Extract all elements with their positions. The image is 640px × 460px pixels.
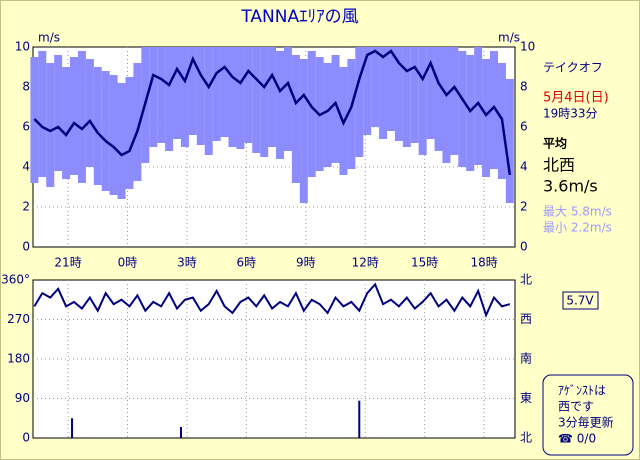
- x-tick-label: 0時: [118, 256, 138, 270]
- direction-line: [33, 282, 511, 318]
- notice: ｱｹﾞﾝｽﾄは: [558, 384, 606, 398]
- notice: 3分毎更新: [558, 415, 614, 430]
- x-tick-label: 21時: [54, 256, 81, 270]
- date: 5月4日(日): [543, 91, 609, 106]
- y-tick-label: 6: [22, 120, 30, 134]
- y2-tick-label: 西: [520, 312, 532, 326]
- y2-tick-label: 2: [520, 200, 528, 214]
- min-speed: 最小 2.2m/s: [543, 221, 612, 235]
- x-tick-label: 12時: [352, 256, 379, 270]
- x-tick-label: 9時: [296, 256, 316, 270]
- y-tick-label: 90: [15, 391, 30, 405]
- speed: 3.6m/s: [543, 177, 598, 196]
- x-tick-label: 3時: [177, 256, 197, 270]
- max-speed: 最大 5.8m/s: [543, 205, 612, 219]
- y2-tick-label: 南: [520, 351, 532, 366]
- y2-tick-label: 8: [520, 80, 528, 94]
- y-tick-label: 360°: [1, 273, 30, 287]
- y-tick-label: 180: [7, 352, 30, 366]
- y2-tick-label: 北: [520, 431, 532, 445]
- notice-box: [542, 374, 634, 456]
- y-tick-label: 8: [22, 80, 30, 94]
- title: TANNAｴﾘｱの風: [240, 7, 358, 27]
- y-tick-label: 0: [22, 431, 30, 445]
- y2-tick-label: 北: [520, 273, 532, 287]
- y-tick-label: 0: [22, 240, 30, 254]
- y2-tick-label: 4: [520, 160, 528, 174]
- voltage-box: [562, 291, 599, 310]
- notice: 西です: [558, 400, 594, 414]
- y2-tick-label: 6: [520, 120, 528, 134]
- direction: 北西: [543, 156, 575, 175]
- notice: ☎ 0/0: [558, 432, 596, 446]
- y2-label: m/s: [498, 31, 520, 45]
- site: テイクオフ: [543, 61, 603, 75]
- y-tick-label: 270: [7, 312, 30, 326]
- x-tick-label: 18時: [470, 256, 497, 270]
- voltage: 5.7V: [566, 294, 594, 308]
- y-tick-label: 2: [22, 200, 30, 214]
- y-tick-label: 10: [15, 40, 30, 54]
- y-tick-label: 4: [22, 160, 30, 174]
- average-line: [33, 49, 512, 176]
- x-tick-label: 6時: [237, 256, 257, 270]
- time: 19時33分: [543, 107, 598, 121]
- y2-tick-label: 10: [520, 40, 535, 54]
- x-tick-label: 15時: [411, 256, 438, 270]
- y2-tick-label: 東: [520, 391, 532, 405]
- avg-label: 平均: [543, 136, 567, 151]
- y2-tick-label: 0: [520, 240, 528, 254]
- y-label: m/s: [38, 31, 60, 45]
